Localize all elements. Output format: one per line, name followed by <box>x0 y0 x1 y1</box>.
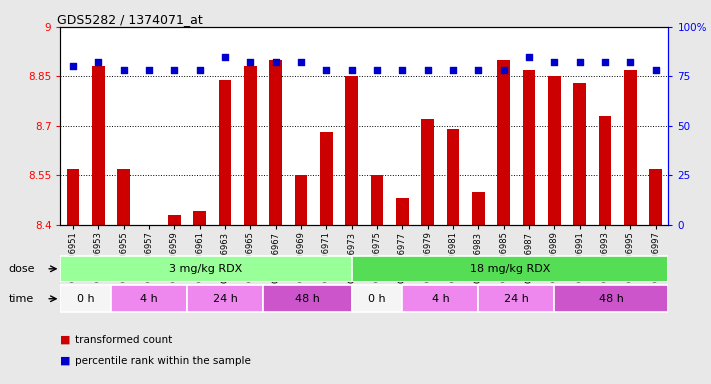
Point <box>169 67 180 73</box>
Bar <box>60 285 111 313</box>
Bar <box>573 83 586 225</box>
Point <box>447 67 459 73</box>
Text: time: time <box>9 294 34 304</box>
Point <box>397 67 408 73</box>
Text: 48 h: 48 h <box>599 293 624 304</box>
Text: dose: dose <box>9 264 35 274</box>
Bar <box>370 175 383 225</box>
Bar <box>649 169 662 225</box>
Point <box>549 60 560 66</box>
Point <box>270 60 282 66</box>
Bar <box>111 285 187 313</box>
Bar <box>624 70 636 225</box>
Bar <box>193 212 206 225</box>
Bar <box>599 116 611 225</box>
Text: percentile rank within the sample: percentile rank within the sample <box>75 356 251 366</box>
Bar <box>269 60 282 225</box>
Text: ■: ■ <box>60 356 71 366</box>
Bar <box>498 60 510 225</box>
Bar <box>320 132 333 225</box>
Bar <box>67 169 80 225</box>
Bar <box>117 169 130 225</box>
Text: 0 h: 0 h <box>368 293 386 304</box>
Text: ■: ■ <box>60 335 71 345</box>
Point <box>473 67 484 73</box>
Point <box>92 60 104 66</box>
Point <box>523 53 535 60</box>
Point <box>144 67 155 73</box>
Bar <box>263 285 352 313</box>
Bar <box>244 66 257 225</box>
Text: 0 h: 0 h <box>77 293 95 304</box>
Point <box>599 60 611 66</box>
Bar <box>555 285 668 313</box>
Point <box>295 60 306 66</box>
Bar <box>402 285 479 313</box>
Bar <box>187 285 263 313</box>
Text: transformed count: transformed count <box>75 335 173 345</box>
Point <box>245 60 256 66</box>
Bar <box>447 129 459 225</box>
Bar <box>422 119 434 225</box>
Text: GDS5282 / 1374071_at: GDS5282 / 1374071_at <box>58 13 203 26</box>
Bar <box>352 256 668 282</box>
Text: 24 h: 24 h <box>504 293 529 304</box>
Bar <box>523 70 535 225</box>
Text: 3 mg/kg RDX: 3 mg/kg RDX <box>169 264 242 274</box>
Bar <box>479 285 555 313</box>
Point <box>574 60 585 66</box>
Bar <box>346 76 358 225</box>
Point <box>498 67 509 73</box>
Point <box>68 63 79 70</box>
Bar <box>92 66 105 225</box>
Point <box>422 67 434 73</box>
Text: 4 h: 4 h <box>432 293 449 304</box>
Point <box>118 67 129 73</box>
Point <box>220 53 231 60</box>
Bar <box>219 79 231 225</box>
Bar <box>472 192 485 225</box>
Point <box>194 67 205 73</box>
Bar <box>548 76 561 225</box>
Bar <box>60 256 352 282</box>
Text: 18 mg/kg RDX: 18 mg/kg RDX <box>470 264 550 274</box>
Point <box>650 67 661 73</box>
Bar <box>352 285 402 313</box>
Point <box>371 67 383 73</box>
Point <box>346 67 358 73</box>
Text: 4 h: 4 h <box>140 293 158 304</box>
Bar <box>396 198 409 225</box>
Text: 48 h: 48 h <box>295 293 320 304</box>
Bar <box>295 175 307 225</box>
Bar <box>168 215 181 225</box>
Point <box>625 60 636 66</box>
Text: 24 h: 24 h <box>213 293 237 304</box>
Point <box>321 67 332 73</box>
